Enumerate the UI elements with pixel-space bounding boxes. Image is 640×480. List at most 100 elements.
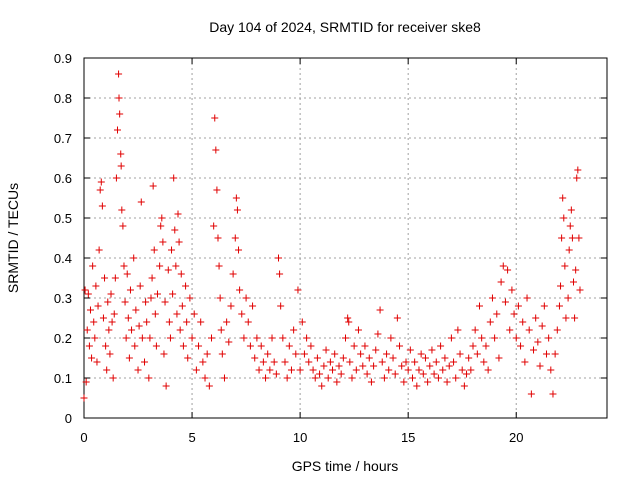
data-point xyxy=(231,234,239,242)
data-point xyxy=(534,338,542,346)
data-point xyxy=(549,390,557,398)
data-point xyxy=(290,326,298,334)
data-point xyxy=(367,378,375,386)
data-point xyxy=(450,358,458,366)
data-point xyxy=(113,126,121,134)
data-point xyxy=(527,390,535,398)
y-tick-label: 0.2 xyxy=(54,331,72,346)
data-point xyxy=(116,110,124,118)
data-point xyxy=(190,310,198,318)
data-point xyxy=(82,378,90,386)
data-point xyxy=(488,294,496,302)
data-point xyxy=(365,354,373,362)
data-point xyxy=(307,342,315,350)
data-point xyxy=(255,366,263,374)
data-point xyxy=(576,286,584,294)
data-point xyxy=(329,366,337,374)
data-point xyxy=(251,354,259,362)
data-point xyxy=(447,334,455,342)
data-point xyxy=(148,274,156,282)
data-point xyxy=(530,346,538,354)
y-tick-label: 0.1 xyxy=(54,371,72,386)
data-point xyxy=(335,362,343,370)
data-point xyxy=(471,326,479,334)
data-point xyxy=(275,254,283,262)
data-point xyxy=(281,358,289,366)
data-point xyxy=(165,318,173,326)
data-point xyxy=(268,334,276,342)
data-point xyxy=(147,294,155,302)
data-point xyxy=(387,334,395,342)
data-point xyxy=(229,270,237,278)
data-point xyxy=(141,358,149,366)
data-point xyxy=(352,366,360,374)
data-point xyxy=(173,310,181,318)
data-point xyxy=(553,326,561,334)
data-point xyxy=(566,222,574,230)
data-point xyxy=(138,334,146,342)
data-point xyxy=(253,334,261,342)
data-point xyxy=(413,382,421,390)
y-tick-label: 0.8 xyxy=(54,91,72,106)
data-point xyxy=(318,382,326,390)
data-point xyxy=(246,342,254,350)
data-point xyxy=(214,234,222,242)
data-point xyxy=(240,334,248,342)
x-tick-label: 0 xyxy=(80,430,87,445)
data-point xyxy=(157,222,165,230)
data-point xyxy=(439,366,447,374)
data-point xyxy=(156,262,164,270)
data-point xyxy=(108,318,116,326)
data-point xyxy=(179,342,187,350)
data-point xyxy=(232,194,240,202)
data-point xyxy=(292,350,300,358)
data-point xyxy=(313,354,321,362)
data-point xyxy=(161,298,169,306)
data-point xyxy=(389,354,397,362)
data-point xyxy=(540,302,548,310)
data-point xyxy=(322,346,330,354)
data-point xyxy=(168,246,176,254)
data-point xyxy=(415,366,423,374)
x-tick-label: 10 xyxy=(293,430,307,445)
data-point xyxy=(235,246,243,254)
data-point xyxy=(169,290,177,298)
data-point xyxy=(143,318,151,326)
data-point xyxy=(128,326,136,334)
data-point xyxy=(174,210,182,218)
data-point xyxy=(178,302,186,310)
data-point xyxy=(363,370,371,378)
data-point xyxy=(170,174,178,182)
data-point xyxy=(159,238,167,246)
plot-frame xyxy=(83,57,608,419)
data-point xyxy=(197,318,205,326)
y-tick-label: 0.5 xyxy=(54,211,72,226)
data-point xyxy=(460,382,468,390)
data-point xyxy=(437,342,445,350)
data-point xyxy=(378,358,386,366)
data-point xyxy=(117,162,125,170)
data-point xyxy=(93,358,101,366)
data-point xyxy=(259,358,267,366)
data-point xyxy=(421,354,429,362)
data-point xyxy=(112,174,120,182)
data-point xyxy=(266,366,274,374)
data-point xyxy=(277,302,285,310)
data-point xyxy=(345,318,353,326)
data-point xyxy=(333,378,341,386)
data-point xyxy=(97,178,105,186)
data-point xyxy=(424,378,432,386)
data-point xyxy=(150,246,158,254)
data-point xyxy=(86,306,94,314)
data-point xyxy=(227,302,235,310)
data-point xyxy=(111,274,119,282)
data-point xyxy=(183,318,191,326)
data-point xyxy=(545,334,553,342)
data-point xyxy=(208,334,216,342)
data-point xyxy=(134,366,142,374)
data-point xyxy=(146,334,154,342)
data-point xyxy=(320,362,328,370)
data-point xyxy=(532,314,540,322)
data-point xyxy=(385,366,393,374)
